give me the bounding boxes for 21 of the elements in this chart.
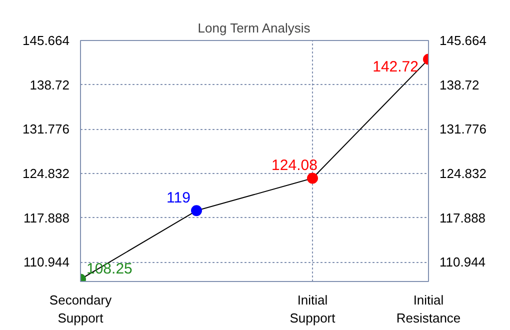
y2-tick-label: 124.832 (440, 166, 486, 181)
y2-tick-label: 145.664 (440, 33, 486, 48)
data-label: 119 (166, 190, 190, 207)
chart-title: Long Term Analysis (198, 20, 311, 36)
y-tick-label: 138.72 (30, 77, 70, 92)
y2-tick-label: 138.72 (440, 77, 480, 92)
data-label: 124.08 (272, 157, 318, 174)
y2-tick-label: 110.944 (440, 254, 486, 270)
y-tick-label: 131.776 (22, 122, 70, 137)
point (307, 172, 318, 184)
data-label: 142.72 (372, 58, 419, 76)
y2-tick-label: 117.888 (440, 210, 486, 226)
x-tick-label: Secondary Support (49, 292, 112, 326)
point (191, 205, 202, 216)
y2-tick-label: 131.776 (440, 122, 486, 137)
x-tick-label: Initial Support (290, 292, 336, 326)
y-tick-label: 145.664 (22, 33, 70, 48)
x-tick-label: Initial Resistance (396, 292, 461, 326)
y-tick-label: 110.944 (23, 254, 70, 270)
y-tick-label: 124.832 (22, 166, 70, 181)
y-tick-label: 117.888 (23, 210, 70, 226)
